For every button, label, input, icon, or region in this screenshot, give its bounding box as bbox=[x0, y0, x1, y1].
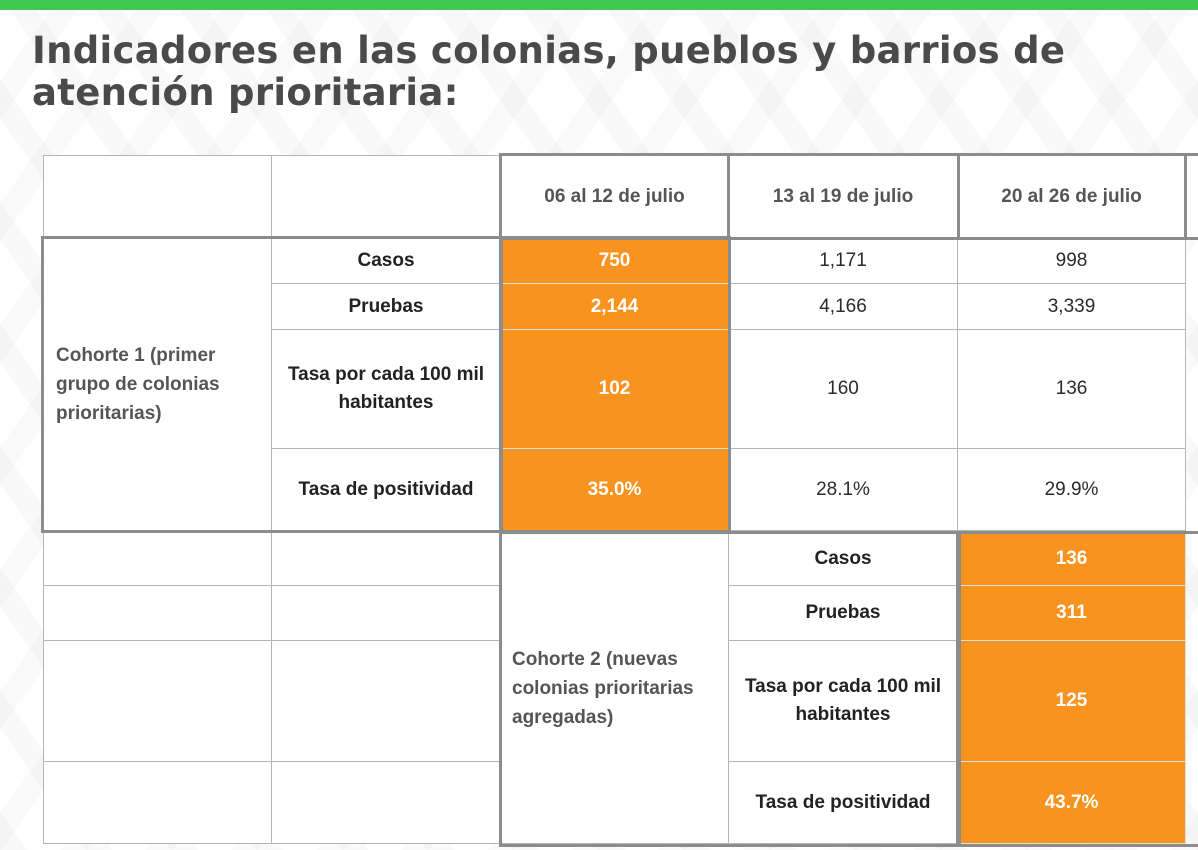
cohort1-row-label-casos: Casos bbox=[272, 238, 501, 284]
cohort2-row-label-positividad: Tasa de positividad bbox=[729, 762, 958, 844]
cohort2-tasa-week3: 125 bbox=[958, 641, 1186, 762]
header-empty-1 bbox=[43, 155, 272, 238]
cohort1-row-label-positividad: Tasa de positividad bbox=[272, 449, 501, 531]
cohort2-empty-a3 bbox=[43, 641, 272, 762]
cohort1-casos-week2: 1,171 bbox=[729, 238, 958, 284]
page-title: Indicadores en las colonias, pueblos y b… bbox=[32, 29, 1066, 114]
cohort1-casos-week1: 750 bbox=[501, 238, 729, 284]
cohort1-positividad-week2: 28.1% bbox=[729, 449, 958, 531]
cohort1-casos-week3: 998 bbox=[958, 238, 1186, 284]
cohort2-empty-a2 bbox=[43, 586, 272, 641]
cohort1-row-label-tasa: Tasa por cada 100 mil habitantes bbox=[272, 330, 501, 449]
header-overflow bbox=[1186, 155, 1198, 238]
top-accent-bar bbox=[0, 0, 1198, 10]
cohort2-label: Cohorte 2 (nuevas colonias prioritarias … bbox=[501, 533, 729, 844]
cohort2-row-label-tasa: Tasa por cada 100 mil habitantes bbox=[729, 641, 958, 762]
cohort2-casos-week3: 136 bbox=[958, 533, 1186, 586]
header-week-1: 06 al 12 de julio bbox=[501, 155, 729, 238]
cohort1-label: Cohorte 1 (primer grupo de colonias prio… bbox=[43, 238, 272, 531]
cohort2-row-label-pruebas: Pruebas bbox=[729, 586, 958, 641]
cohort2-empty-b3 bbox=[272, 641, 501, 762]
cohort1-pruebas-week3: 3,339 bbox=[958, 284, 1186, 330]
cohort2-pruebas-week3: 311 bbox=[958, 586, 1186, 641]
cohort1-tasa-week2: 160 bbox=[729, 330, 958, 449]
cohort1-pruebas-week2: 4,166 bbox=[729, 284, 958, 330]
cohort1-row-label-pruebas: Pruebas bbox=[272, 284, 501, 330]
header-week-3: 20 al 26 de julio bbox=[958, 155, 1186, 238]
cohort1-positividad-week3: 29.9% bbox=[958, 449, 1186, 531]
header-week-2: 13 al 19 de julio bbox=[729, 155, 958, 238]
cohort1-tasa-week3: 136 bbox=[958, 330, 1186, 449]
cohort2-empty-b1 bbox=[272, 533, 501, 586]
cohort1-pruebas-week1: 2,144 bbox=[501, 284, 729, 330]
cohort2-empty-b2 bbox=[272, 586, 501, 641]
header-empty-2 bbox=[272, 155, 501, 238]
cohort1-positividad-week1: 35.0% bbox=[501, 449, 729, 531]
cohort2-empty-a1 bbox=[43, 533, 272, 586]
cohort2-row-label-casos: Casos bbox=[729, 533, 958, 586]
cohort1-tasa-week1: 102 bbox=[501, 330, 729, 449]
cohort2-empty-b4 bbox=[272, 762, 501, 844]
cohort2-empty-a4 bbox=[43, 762, 272, 844]
cohort2-positividad-week3: 43.7% bbox=[958, 762, 1186, 844]
